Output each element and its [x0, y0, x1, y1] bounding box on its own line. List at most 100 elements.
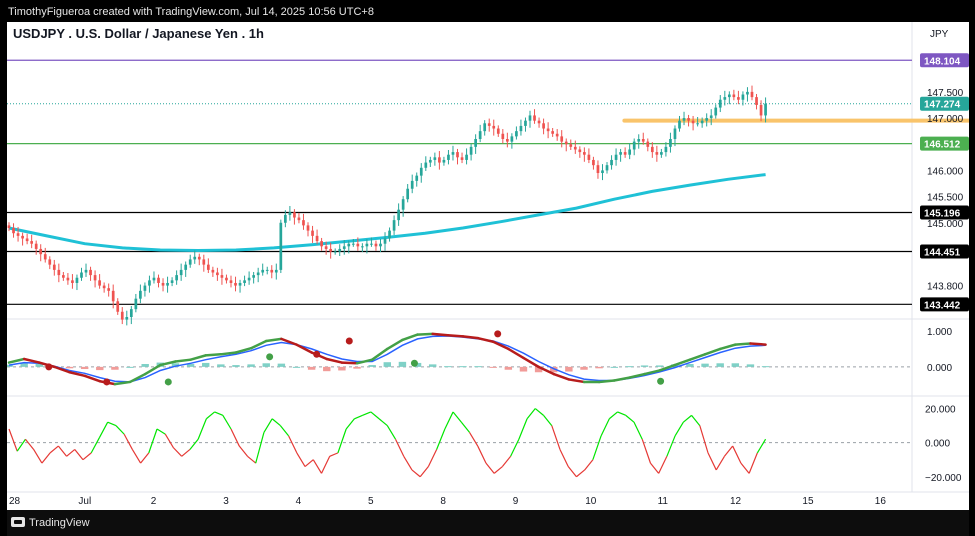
macd-histogram-bar — [413, 362, 422, 367]
candle-body — [116, 301, 120, 312]
candle-body — [57, 269, 61, 276]
osc-line-segment — [419, 466, 429, 478]
candle-body — [501, 133, 505, 139]
candle-body — [75, 277, 79, 283]
osc-line-segment — [510, 438, 520, 457]
time-tick-label: 9 — [513, 496, 519, 507]
candle-body — [356, 243, 360, 247]
macd-line-segment — [673, 358, 692, 367]
level-price-tag — [920, 244, 969, 259]
candle-body — [383, 238, 387, 244]
macd-histogram-bar — [277, 363, 286, 367]
candle-body — [551, 131, 555, 134]
candle-body — [143, 285, 147, 291]
candle-body — [152, 277, 156, 281]
macd-histogram-bar — [580, 366, 588, 370]
macd-histogram-bar — [292, 366, 301, 368]
macd-histogram-bar — [625, 366, 634, 368]
osc-line-segment — [140, 452, 150, 464]
osc-line-segment — [740, 462, 750, 474]
candle-body — [342, 246, 346, 249]
macd-histogram-bar — [746, 364, 755, 367]
candle-body — [238, 282, 242, 286]
price-tick-label: 146.000 — [927, 166, 964, 177]
candle-body — [623, 152, 627, 155]
macd-line-segment — [522, 356, 540, 369]
candle-body — [483, 123, 487, 132]
macd-histogram-bar — [595, 366, 603, 369]
candle-body — [451, 152, 455, 155]
candles — [7, 85, 767, 326]
candle-body — [727, 94, 731, 98]
macd-line-segment — [658, 363, 677, 372]
macd-histogram-bar — [171, 363, 180, 367]
osc-line-segment — [98, 421, 109, 438]
osc-line-segment — [625, 414, 635, 423]
macd-line-segment — [688, 353, 707, 361]
tradingview-icon — [11, 517, 25, 527]
candle-body — [21, 235, 24, 239]
time-axis: 28 Jul 2 3 4 5 8 9 10 11 12 15 16 — [9, 496, 886, 507]
osc-line-segment — [633, 421, 643, 440]
candle-body — [419, 167, 423, 176]
macd-line-segment — [234, 346, 253, 354]
osc-line-segment — [320, 456, 331, 474]
tradingview-logo: TradingView — [11, 516, 90, 530]
chart-svg[interactable]: 143.800144.500145.000145.500146.000146.5… — [7, 22, 969, 510]
macd-line-segment — [628, 372, 646, 379]
osc-line-segment — [41, 452, 51, 464]
macd-line-segment — [355, 358, 374, 365]
candle-body — [718, 99, 722, 108]
macd-line-segment — [416, 332, 434, 336]
candle-body — [496, 128, 500, 134]
candle-body — [320, 241, 323, 247]
macd-line-segment — [113, 380, 132, 386]
level-price-tag-text: 146.512 — [924, 140, 961, 151]
osc-line-segment — [715, 455, 725, 471]
osc-line-segment — [370, 411, 380, 420]
candle-body — [202, 259, 206, 265]
osc-line-segment — [115, 425, 125, 435]
price-tick-label: 145.000 — [927, 219, 964, 230]
candle-body — [673, 128, 677, 139]
macd-histogram-bar — [65, 366, 74, 369]
candle-body — [569, 144, 573, 147]
osc-line-segment — [469, 432, 479, 447]
candle-body — [732, 94, 736, 98]
candle-body — [125, 317, 129, 320]
macd-line-segment — [264, 337, 283, 343]
candle-body — [306, 225, 310, 231]
candle-body — [746, 91, 749, 95]
osc-line-segment — [312, 459, 323, 474]
osc-line-segment — [90, 437, 100, 454]
current-price-tag-text: 147.274 — [924, 100, 961, 111]
osc-line-segment — [403, 455, 413, 471]
candle-body — [216, 272, 219, 276]
osc-line-segment — [123, 433, 133, 450]
chart-area[interactable]: 143.800144.500145.000145.500146.000146.5… — [7, 22, 969, 510]
osc-tick-label: 0.000 — [925, 439, 950, 450]
osc-line-segment — [748, 452, 758, 474]
osc-line-segment — [600, 418, 610, 437]
candle-body — [392, 220, 396, 231]
osc-line-segment — [255, 432, 265, 464]
osc-line-segment — [16, 438, 26, 452]
osc-line-segment — [732, 445, 742, 464]
macd-line-segment — [643, 369, 661, 376]
macd-line-segment — [718, 343, 737, 351]
osc-line-segment — [682, 414, 692, 423]
macd-line-segment — [461, 335, 480, 340]
osc-line-segment — [156, 428, 166, 435]
candle-body — [759, 104, 763, 116]
candle-body — [329, 248, 333, 252]
macd-line-segment — [280, 337, 298, 346]
price-tick-label: 147.500 — [927, 88, 964, 99]
candle-body — [442, 159, 446, 163]
macd-histogram-bar — [368, 365, 376, 367]
candle-body — [338, 248, 342, 252]
macd-histogram-bar — [534, 366, 543, 373]
candle-body — [247, 277, 251, 281]
macd-histogram-bar — [323, 366, 331, 372]
oscillator-pane — [7, 408, 912, 478]
price-tick-label: 145.500 — [927, 193, 964, 204]
